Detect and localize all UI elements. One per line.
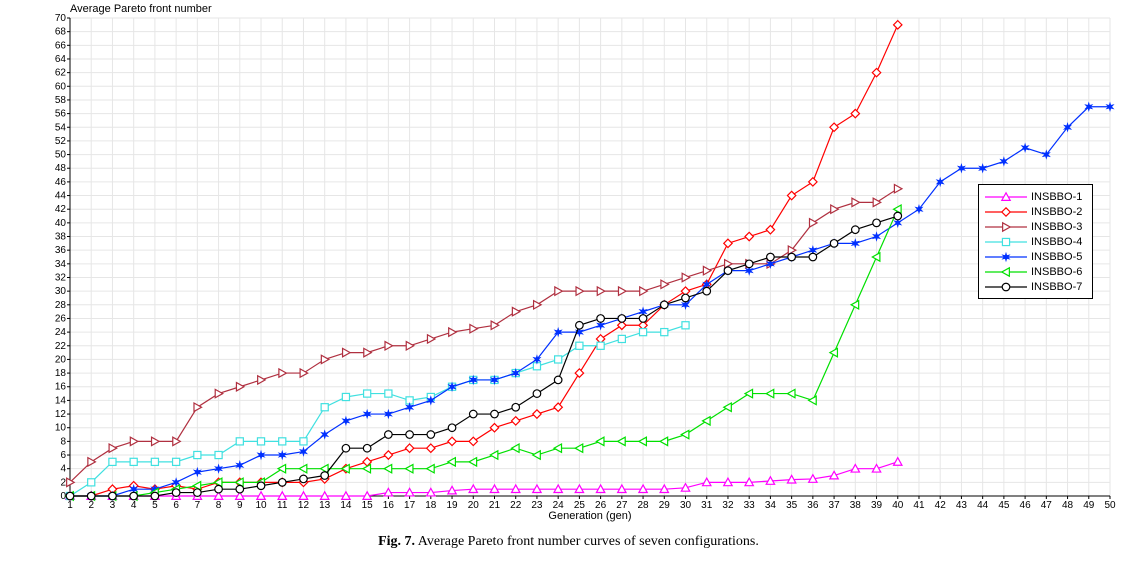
svg-text:70: 70 xyxy=(55,13,67,24)
svg-text:64: 64 xyxy=(55,54,67,65)
svg-text:58: 58 xyxy=(55,95,67,106)
svg-text:60: 60 xyxy=(55,81,67,92)
svg-text:2: 2 xyxy=(60,477,66,488)
legend-label: INSBBO-1 xyxy=(1031,191,1082,203)
x-axis-label: Generation (gen) xyxy=(70,510,1110,522)
svg-text:22: 22 xyxy=(55,341,67,352)
svg-text:34: 34 xyxy=(55,259,67,270)
svg-text:68: 68 xyxy=(55,27,67,38)
svg-text:46: 46 xyxy=(55,177,67,188)
svg-text:62: 62 xyxy=(55,68,67,79)
svg-text:12: 12 xyxy=(55,409,67,420)
figure-container: Average Pareto front number 024681012141… xyxy=(0,0,1137,561)
legend-swatch xyxy=(985,205,1027,219)
legend-swatch xyxy=(985,280,1027,294)
legend-item: INSBBO-7 xyxy=(985,279,1082,294)
legend-label: INSBBO-6 xyxy=(1031,266,1082,278)
chart-axes: 0246810121416182022242628303234363840424… xyxy=(70,18,1110,496)
svg-text:28: 28 xyxy=(55,300,67,311)
legend: INSBBO-1 INSBBO-2 INSBBO-3 INSBBO-4 INSBBO-5… xyxy=(978,184,1093,299)
svg-text:10: 10 xyxy=(55,423,67,434)
svg-text:16: 16 xyxy=(55,382,67,393)
figure-caption: Fig. 7. Average Pareto front number curv… xyxy=(0,534,1137,550)
svg-text:14: 14 xyxy=(55,395,67,406)
svg-text:6: 6 xyxy=(60,450,66,461)
legend-item: INSBBO-3 xyxy=(985,219,1082,234)
legend-swatch xyxy=(985,265,1027,279)
svg-text:24: 24 xyxy=(55,327,67,338)
svg-text:0: 0 xyxy=(60,491,66,502)
legend-label: INSBBO-3 xyxy=(1031,221,1082,233)
legend-swatch xyxy=(985,235,1027,249)
legend-item: INSBBO-4 xyxy=(985,234,1082,249)
svg-text:56: 56 xyxy=(55,109,67,120)
svg-text:48: 48 xyxy=(55,163,67,174)
svg-text:8: 8 xyxy=(60,436,66,447)
svg-text:38: 38 xyxy=(55,232,67,243)
legend-swatch xyxy=(985,250,1027,264)
legend-item: INSBBO-2 xyxy=(985,204,1082,219)
svg-text:18: 18 xyxy=(55,368,67,379)
svg-text:30: 30 xyxy=(55,286,67,297)
svg-text:40: 40 xyxy=(55,218,67,229)
legend-item: INSBBO-6 xyxy=(985,264,1082,279)
caption-text: Average Pareto front number curves of se… xyxy=(418,534,759,549)
y-axis-title: Average Pareto front number xyxy=(70,3,212,15)
legend-item: INSBBO-1 xyxy=(985,189,1082,204)
svg-text:20: 20 xyxy=(55,354,67,365)
svg-text:50: 50 xyxy=(55,150,67,161)
svg-text:66: 66 xyxy=(55,40,67,51)
legend-label: INSBBO-4 xyxy=(1031,236,1082,248)
legend-swatch xyxy=(985,190,1027,204)
svg-text:36: 36 xyxy=(55,245,67,256)
svg-text:4: 4 xyxy=(60,464,66,475)
svg-text:32: 32 xyxy=(55,272,67,283)
svg-text:26: 26 xyxy=(55,313,67,324)
svg-text:52: 52 xyxy=(55,136,67,147)
svg-text:42: 42 xyxy=(55,204,67,215)
legend-item: INSBBO-5 xyxy=(985,249,1082,264)
legend-label: INSBBO-7 xyxy=(1031,281,1082,293)
svg-text:54: 54 xyxy=(55,122,67,133)
svg-text:44: 44 xyxy=(55,191,67,202)
legend-label: INSBBO-5 xyxy=(1031,251,1082,263)
caption-prefix: Fig. 7. xyxy=(378,534,415,549)
legend-label: INSBBO-2 xyxy=(1031,206,1082,218)
legend-swatch xyxy=(985,220,1027,234)
